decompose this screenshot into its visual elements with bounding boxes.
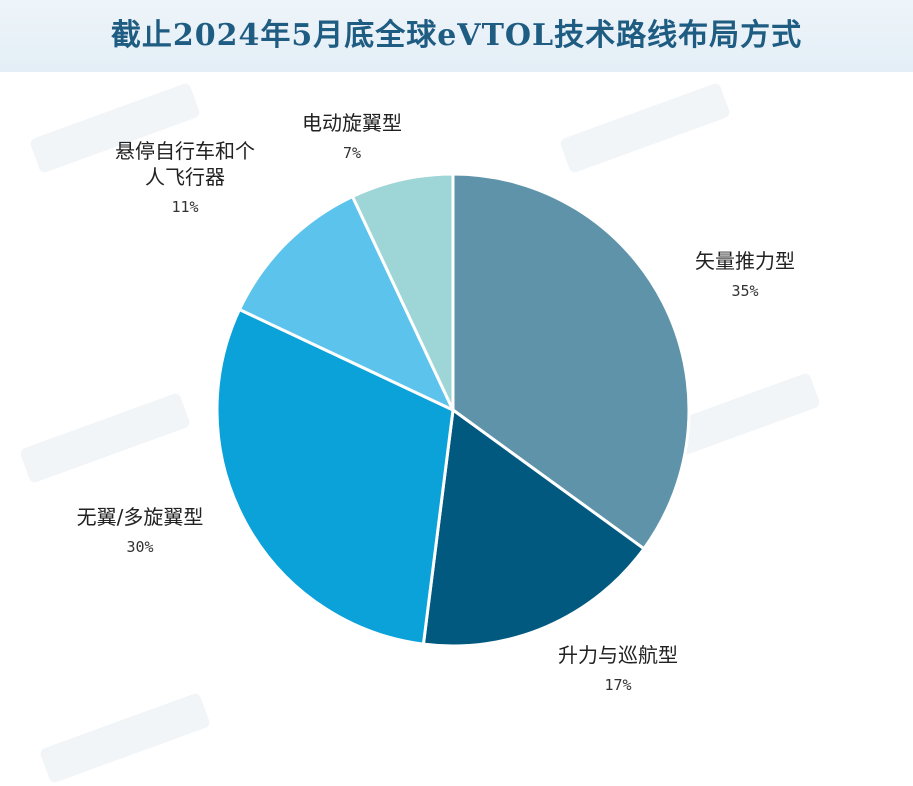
- watermark-2: [20, 393, 190, 483]
- slice-value-1: 17%: [604, 676, 631, 694]
- title-bar: [0, 0, 913, 72]
- slice-value-0: 35%: [731, 282, 758, 300]
- pie-slice-1: [421, 408, 646, 648]
- slice-label-3-line-0: 悬停自行车和个: [115, 139, 255, 163]
- pie-slice-2: [215, 308, 455, 646]
- watermark-3: [650, 373, 820, 463]
- slice-value-2: 30%: [126, 538, 153, 556]
- slice-label-0-line-0: 矢量推力型: [695, 249, 795, 273]
- slice-value-4: 7%: [343, 144, 361, 162]
- pie-slice-0: [451, 172, 691, 551]
- watermark-4: [40, 693, 210, 783]
- slice-label-4-line-0: 电动旋翼型: [302, 111, 402, 135]
- pie-slice-3: [237, 194, 455, 412]
- watermark-0: [30, 83, 200, 173]
- slice-label-1-line-0: 升力与巡航型: [558, 643, 678, 667]
- chart-title: 截止2024年5月底全球eVTOL技术路线布局方式: [110, 18, 803, 53]
- slice-label-3-line-1: 人飞行器: [145, 165, 225, 189]
- watermark-layer: [20, 83, 820, 783]
- slice-value-3: 11%: [171, 198, 198, 216]
- slice-label-2-line-0: 无翼/多旋翼型: [77, 505, 204, 529]
- pie-slices: [215, 172, 691, 648]
- pie-slice-4: [351, 172, 455, 412]
- watermark-1: [560, 83, 730, 173]
